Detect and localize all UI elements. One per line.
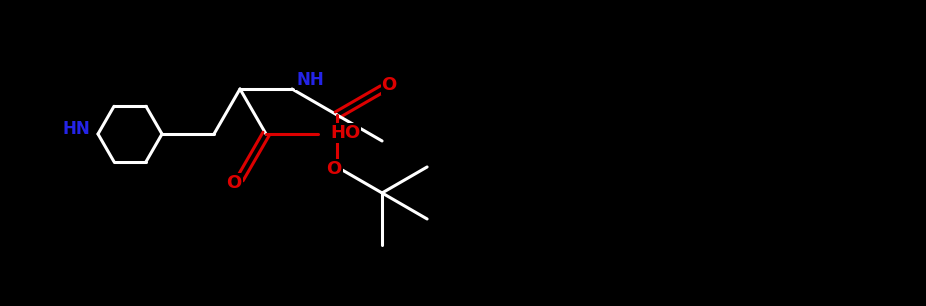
Text: HO: HO: [330, 124, 360, 142]
Text: HN: HN: [62, 120, 90, 138]
Text: O: O: [382, 76, 396, 94]
Text: O: O: [326, 160, 342, 178]
Text: NH: NH: [296, 71, 324, 89]
Text: O: O: [226, 174, 242, 192]
